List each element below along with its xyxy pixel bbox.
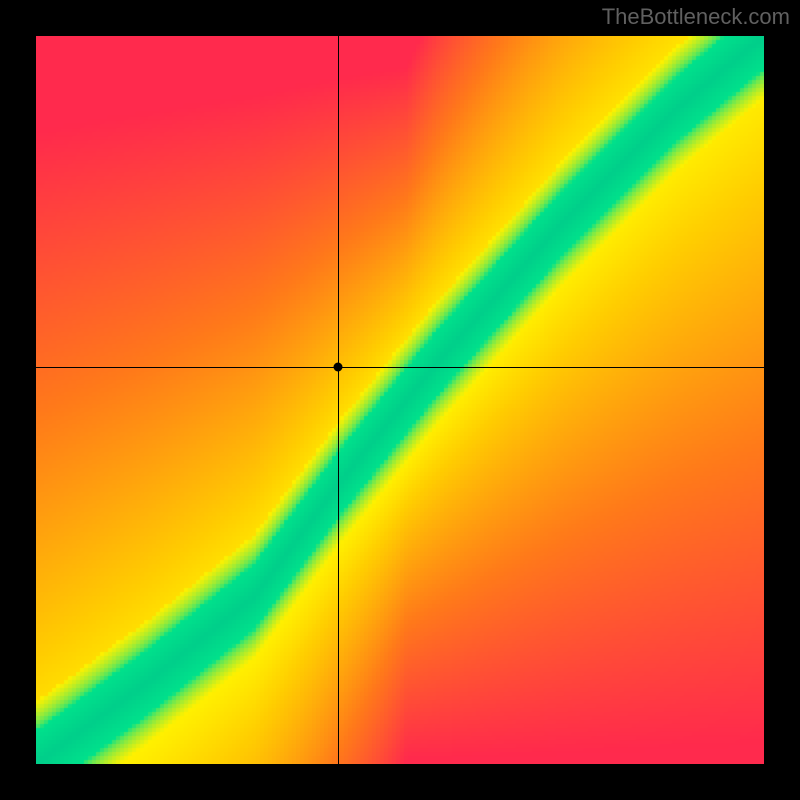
chart-frame: TheBottleneck.com	[0, 0, 800, 800]
crosshair-vertical	[338, 36, 339, 764]
watermark-text: TheBottleneck.com	[602, 4, 790, 30]
heatmap-canvas	[36, 36, 764, 764]
plot-area	[36, 36, 764, 764]
crosshair-marker	[334, 363, 343, 372]
crosshair-horizontal	[36, 367, 764, 368]
